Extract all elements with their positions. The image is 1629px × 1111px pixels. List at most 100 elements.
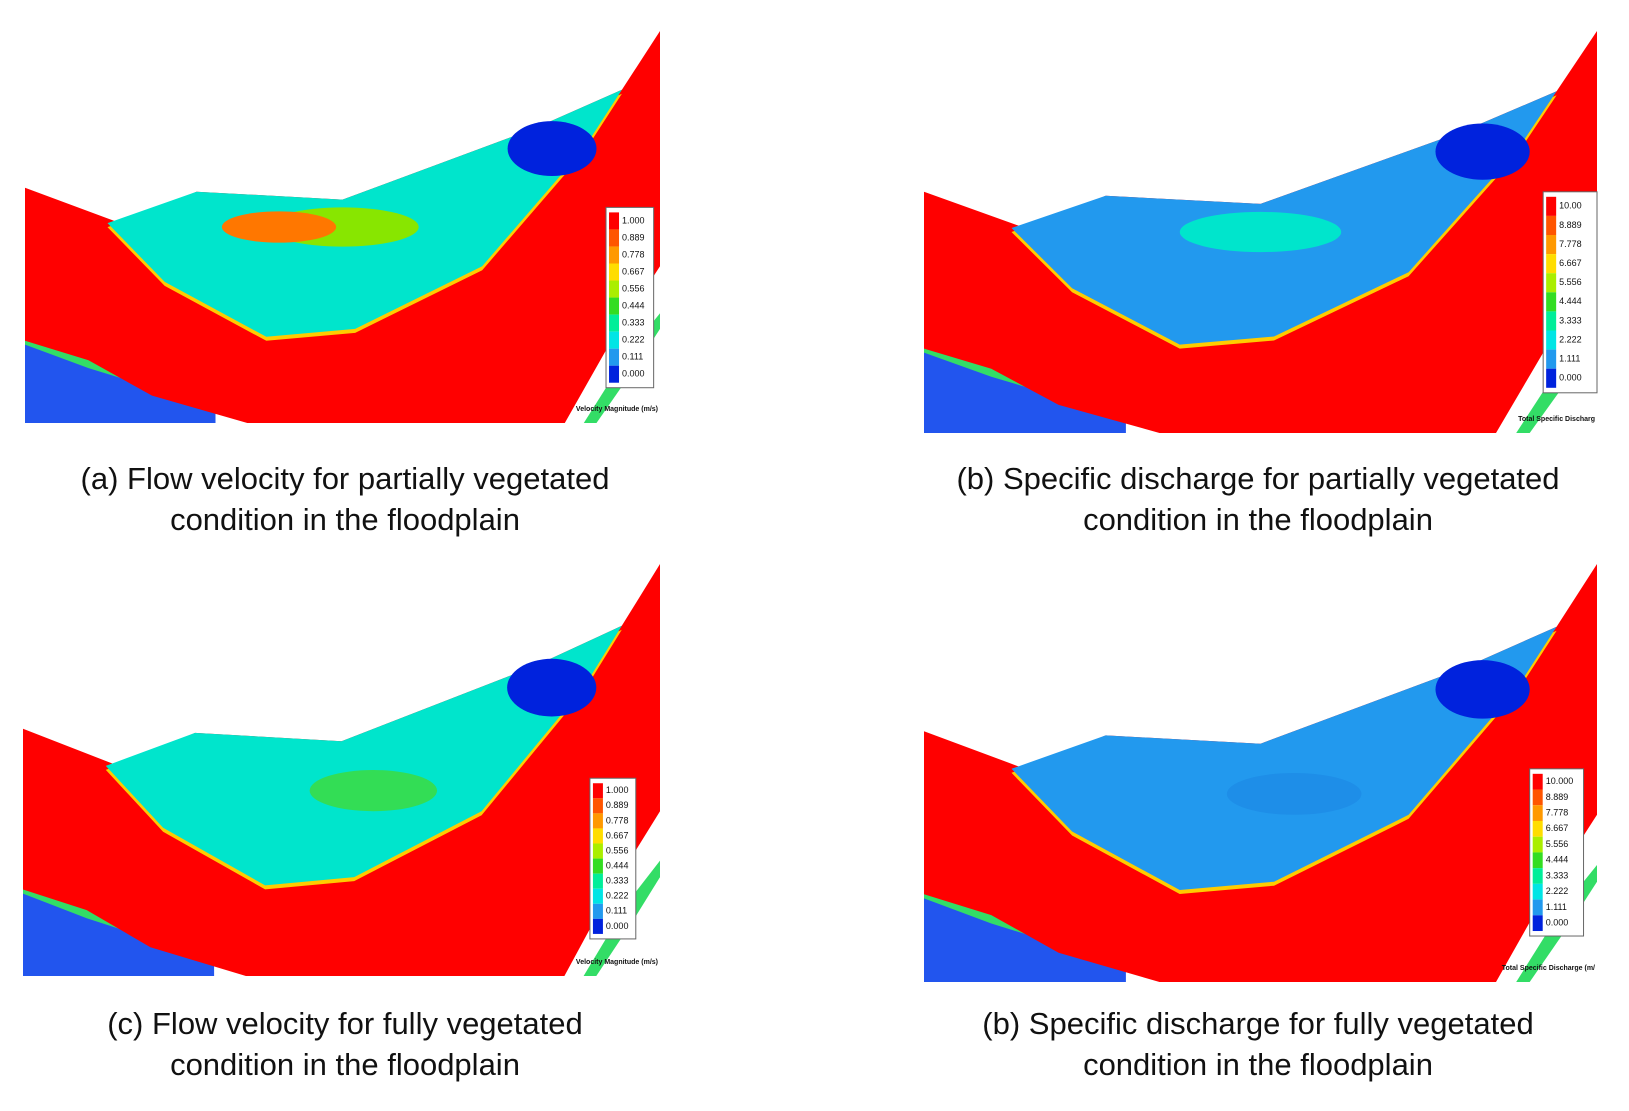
- legend-label: 2.222: [1546, 886, 1569, 896]
- legend-swatch: [1546, 196, 1557, 216]
- legend-swatch: [609, 246, 620, 264]
- legend-swatch: [592, 843, 603, 859]
- legend-label: 0.889: [622, 232, 645, 242]
- legend-label: 0.778: [622, 249, 645, 259]
- legend-label: 10.00: [1559, 201, 1582, 211]
- legend-label: 0.889: [606, 800, 629, 810]
- legend-swatch: [609, 263, 620, 281]
- legend-swatch: [1546, 368, 1557, 388]
- legend-swatch: [592, 858, 603, 874]
- legend-label: 0.444: [622, 300, 645, 310]
- mid-zone: [1179, 211, 1342, 253]
- caption-line: (b) Specific discharge for fully vegetat…: [982, 1006, 1533, 1041]
- legend-swatch: [609, 297, 620, 315]
- contour-panel: [23, 564, 660, 976]
- legend-label: 5.556: [1559, 277, 1582, 287]
- legend-swatch: [609, 348, 620, 366]
- floodplain: [1011, 626, 1557, 890]
- legend-label: 0.000: [1546, 918, 1569, 928]
- legend-swatch: [1532, 805, 1543, 821]
- legend-swatch: [1532, 836, 1543, 853]
- low-zone: [1435, 660, 1530, 719]
- legend-swatch: [592, 918, 603, 934]
- legend-swatch: [1532, 883, 1543, 900]
- legend-title: Velocity Magnitude (m/s): [576, 959, 658, 966]
- legend-label: 6.667: [1546, 823, 1569, 833]
- legend-swatch: [1546, 235, 1557, 255]
- legend-title: Velocity Magnitude (m/s): [576, 406, 658, 413]
- legend-label: 0.222: [606, 891, 629, 901]
- legend-label: 6.667: [1559, 258, 1582, 268]
- floodplain: [105, 625, 622, 886]
- contour-panel: [924, 31, 1597, 433]
- legend-swatch: [609, 280, 620, 298]
- legend-swatch: [592, 873, 603, 889]
- legend-swatch: [609, 331, 620, 349]
- legend-label: 1.111: [1559, 354, 1580, 364]
- legend-label: 0.778: [606, 815, 629, 825]
- legend-swatch: [1532, 868, 1543, 884]
- caption-line: condition in the floodplain: [170, 502, 520, 537]
- caption-line: condition in the floodplain: [170, 1047, 520, 1082]
- legend-swatch: [592, 903, 603, 919]
- legend-label: 1.111: [1546, 902, 1567, 912]
- caption-line: condition in the floodplain: [1083, 1047, 1433, 1082]
- high-zone: [221, 211, 337, 243]
- low-zone: [507, 121, 597, 177]
- legend-label: 0.000: [1559, 373, 1582, 383]
- legend-swatch: [1546, 311, 1557, 331]
- legend-swatch: [592, 783, 603, 799]
- legend-swatch: [1532, 789, 1543, 806]
- legend-label: 0.444: [606, 860, 629, 870]
- legend-label: 3.333: [1546, 870, 1569, 880]
- legend-label: 8.889: [1559, 220, 1582, 230]
- legend-swatch: [1546, 349, 1557, 369]
- legend-swatch: [1546, 330, 1557, 350]
- legend-label: 0.111: [606, 906, 627, 916]
- legend-swatch: [1546, 254, 1557, 274]
- legend-swatch: [592, 798, 603, 814]
- legend-label: 0.667: [606, 830, 629, 840]
- legend-label: 0.556: [606, 845, 629, 855]
- legend-label: 5.556: [1546, 839, 1569, 849]
- legend-label: 0.556: [622, 283, 645, 293]
- caption-line: (c) Flow velocity for fully vegetated: [107, 1006, 583, 1041]
- legend-label: 0.333: [606, 876, 629, 886]
- legend-swatch: [1532, 915, 1543, 932]
- legend-label: 0.333: [622, 317, 645, 327]
- legend-label: 10.000: [1546, 776, 1574, 786]
- legend-swatch: [609, 365, 620, 383]
- legend-label: 3.333: [1559, 315, 1582, 325]
- legend-label: 7.778: [1546, 807, 1569, 817]
- contour-panel: [25, 31, 660, 423]
- legend-label: 1.000: [622, 215, 645, 225]
- legend-swatch: [609, 229, 620, 247]
- legend-label: 0.667: [622, 266, 645, 276]
- legend-title: Total Specific Discharge (m/: [1502, 965, 1595, 972]
- legend-label: 7.778: [1559, 239, 1582, 249]
- caption-line: (a) Flow velocity for partially vegetate…: [81, 461, 610, 496]
- legend-label: 0.111: [622, 352, 643, 362]
- legend-label: 4.444: [1546, 855, 1569, 865]
- legend-label: 1.000: [606, 785, 629, 795]
- legend-swatch: [1532, 820, 1543, 837]
- low-zone: [507, 658, 597, 717]
- legend-swatch: [1546, 215, 1557, 235]
- legend-swatch: [1532, 852, 1543, 869]
- legend-swatch: [1546, 273, 1557, 293]
- contour-panel: [924, 564, 1597, 982]
- legend-label: 8.889: [1546, 792, 1569, 802]
- legend-swatch: [609, 212, 620, 230]
- legend-swatch: [592, 813, 603, 829]
- legend-swatch: [592, 888, 603, 904]
- legend-swatch: [592, 828, 603, 844]
- caption-line: condition in the floodplain: [1083, 502, 1433, 537]
- legend-label: 2.222: [1559, 334, 1582, 344]
- legend-swatch: [609, 314, 620, 332]
- legend-title: Total Specific Discharg: [1518, 416, 1595, 423]
- low-zone: [1435, 123, 1530, 180]
- legend-label: 4.444: [1559, 296, 1582, 306]
- mid-zone: [1226, 773, 1362, 815]
- caption-line: (b) Specific discharge for partially veg…: [956, 461, 1559, 496]
